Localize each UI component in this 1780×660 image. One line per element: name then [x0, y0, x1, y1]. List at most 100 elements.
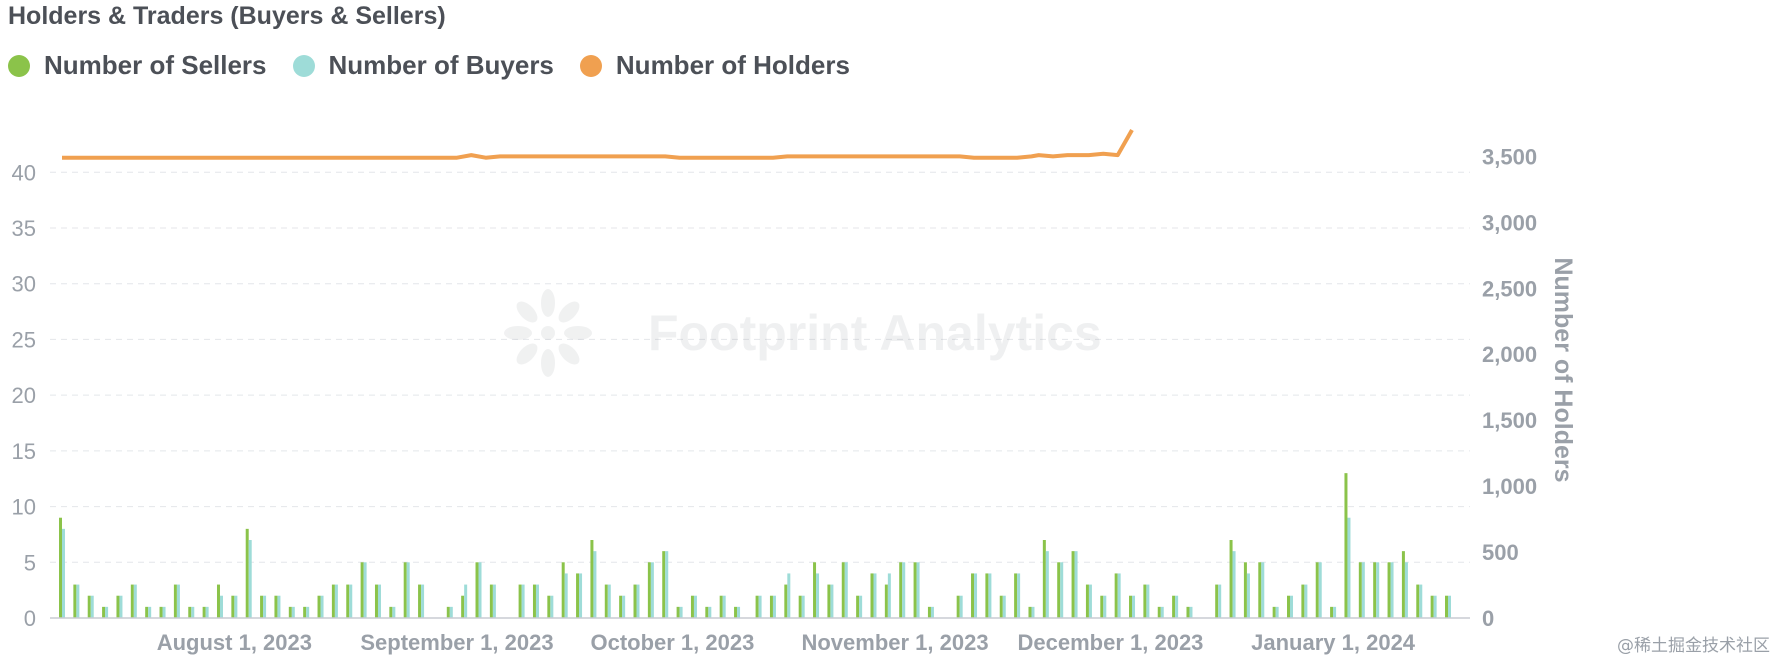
- axes-layer: 0 5 10 15 20 25 30 35 40 0 500 1,000 1,500 2,000 2,500…: [12, 144, 1577, 655]
- sellers-bar: [461, 595, 465, 618]
- y-right-tick-label: 0: [1482, 606, 1494, 631]
- buyers-bar: [521, 584, 525, 618]
- sellers-bar: [769, 595, 773, 618]
- sellers-legend-dot: [8, 54, 30, 77]
- buyers-bar: [564, 573, 568, 618]
- buyers-bar: [930, 606, 934, 618]
- buyers-bar: [478, 562, 482, 618]
- buyers-bar: [306, 606, 310, 618]
- y-right-tick-label: 2,000: [1482, 342, 1537, 367]
- buyers-bar: [1088, 584, 1092, 618]
- sellers-bar: [690, 595, 694, 618]
- y-right-tick-label: 1,500: [1482, 408, 1537, 433]
- sellers-bar: [1387, 562, 1391, 618]
- buyers-bar: [105, 606, 109, 618]
- buyers-bar: [801, 595, 805, 618]
- buyers-bar: [1290, 595, 1294, 618]
- chart-legend: Number of Sellers Number of Buyers Numbe…: [8, 50, 876, 81]
- buyers-bar: [1261, 562, 1265, 618]
- sellers-bar: [1344, 473, 1348, 618]
- buyers-bar: [392, 606, 396, 618]
- sellers-bar: [705, 606, 709, 618]
- sellers-bar: [1042, 540, 1046, 618]
- buyers-bar: [162, 606, 166, 618]
- sellers-bar: [303, 606, 307, 618]
- sellers-bar: [274, 595, 278, 618]
- sellers-bar: [102, 606, 106, 618]
- buyers-bar: [1347, 517, 1351, 618]
- buyers-bar: [693, 595, 697, 618]
- sellers-bar: [590, 540, 594, 618]
- buyers-bar: [148, 606, 152, 618]
- buyers-bar: [1132, 595, 1136, 618]
- buyers-bar: [1390, 562, 1394, 618]
- y-left-tick-label: 0: [24, 606, 36, 631]
- buyers-bar: [1376, 562, 1380, 618]
- x-tick-label: October 1, 2023: [590, 630, 754, 655]
- x-tick-label: November 1, 2023: [801, 630, 988, 655]
- buyers-bar: [1045, 551, 1049, 618]
- sellers-bar: [317, 595, 321, 618]
- sellers-bar: [899, 562, 903, 618]
- x-tick-label: September 1, 2023: [360, 630, 553, 655]
- buyers-bar: [406, 562, 410, 618]
- y-left-tick-label: 5: [24, 550, 36, 575]
- buyers-bar: [722, 595, 726, 618]
- sellers-bar: [927, 606, 931, 618]
- sellers-bar: [1430, 595, 1434, 618]
- watermark-text: Footprint Analytics: [648, 305, 1102, 361]
- buyers-bar: [859, 595, 863, 618]
- sellers-bar: [870, 573, 874, 618]
- legend-item-sellers[interactable]: Number of Sellers: [8, 50, 267, 81]
- buyers-bar: [902, 562, 906, 618]
- sellers-bar: [719, 595, 723, 618]
- sellers-bar: [1315, 562, 1319, 618]
- sellers-bar: [1071, 551, 1075, 618]
- buyers-bar: [1189, 606, 1193, 618]
- x-tick-label: August 1, 2023: [157, 630, 312, 655]
- y-right-tick-label: 3,000: [1482, 210, 1537, 235]
- sellers-bar: [59, 517, 62, 618]
- buyers-bar: [421, 584, 425, 618]
- buyers-bar: [1419, 584, 1423, 618]
- buyers-bar: [1017, 573, 1021, 618]
- legend-item-buyers[interactable]: Number of Buyers: [292, 50, 554, 81]
- y-right-tick-label: 3,500: [1482, 144, 1537, 169]
- sellers-bar: [547, 595, 551, 618]
- buyers-bar: [377, 584, 381, 618]
- sellers-bar: [1243, 562, 1247, 618]
- buyers-bar: [974, 573, 978, 618]
- sellers-bar: [130, 584, 134, 618]
- sellers-bar: [374, 584, 378, 618]
- sellers-bar: [647, 562, 651, 618]
- sellers-bar: [532, 584, 536, 618]
- buyers-bar: [263, 595, 267, 618]
- sellers-bar: [1272, 606, 1276, 618]
- x-tick-label: January 1, 2024: [1251, 630, 1416, 655]
- y-left-tick-label: 10: [12, 495, 36, 520]
- buyers-bar: [650, 562, 654, 618]
- sellers-bar: [985, 573, 989, 618]
- sellers-bar: [116, 595, 120, 618]
- legend-item-holders[interactable]: Number of Holders: [579, 50, 850, 81]
- buyers-bar: [535, 584, 539, 618]
- sellers-bar: [1172, 595, 1176, 618]
- buyers-bar: [133, 584, 137, 618]
- y-left-tick-label: 20: [12, 383, 36, 408]
- y-right-tick-label: 1,000: [1482, 474, 1537, 499]
- buyers-bar: [665, 551, 669, 618]
- buyers-bar: [492, 584, 496, 618]
- buyers-bar: [320, 595, 324, 618]
- sellers-bar: [1085, 584, 1089, 618]
- buyers-bar: [464, 584, 468, 618]
- buyers-bar: [119, 595, 123, 618]
- buyers-bar: [349, 584, 353, 618]
- sellers-bar: [346, 584, 350, 618]
- buyers-bar: [1160, 606, 1164, 618]
- buyers-bar: [248, 540, 252, 618]
- buyers-legend-dot: [292, 54, 315, 77]
- sellers-bar: [662, 551, 666, 618]
- sellers-legend-label: Number of Sellers: [44, 50, 267, 80]
- buyers-bar: [636, 584, 640, 618]
